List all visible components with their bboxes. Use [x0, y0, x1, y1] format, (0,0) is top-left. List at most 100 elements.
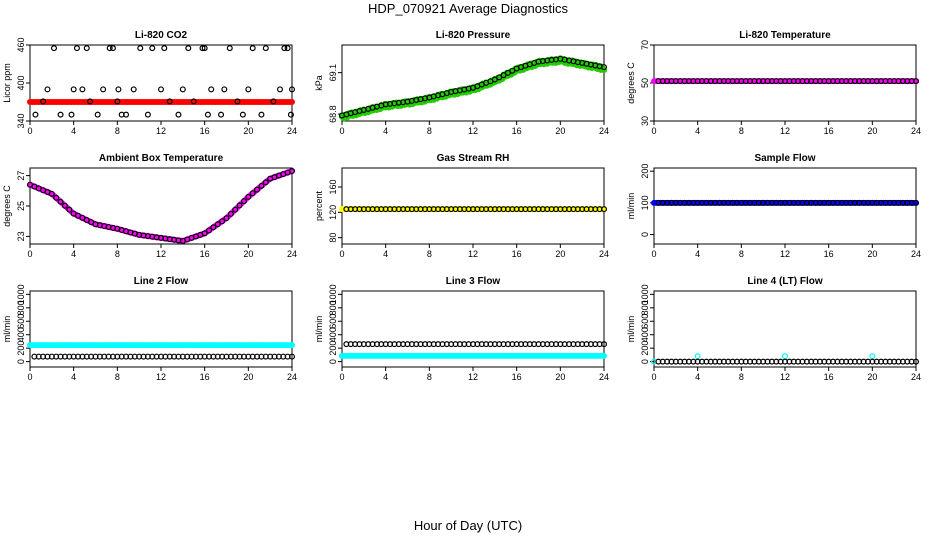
data-point [781, 353, 788, 360]
data-point [249, 45, 256, 52]
y-tick-label: 1000 [16, 284, 26, 304]
y-tick-label: 400 [16, 327, 26, 342]
data-point [185, 45, 192, 52]
panel-title: Gas Stream RH [437, 153, 510, 164]
data-point [130, 86, 137, 93]
y-tick-label: 1000 [328, 284, 338, 304]
data-point [289, 342, 296, 349]
data-point [289, 98, 296, 105]
data-point [232, 206, 239, 213]
panel-5: Sample Flow 0 4 8 12 16 20 24 0 100 200 ml/min [626, 153, 921, 259]
data-point [158, 86, 165, 93]
x-tick-label: 16 [824, 372, 834, 382]
y-axis-label: percent [314, 190, 324, 221]
data-point [281, 45, 288, 52]
x-tick-label: 20 [555, 249, 565, 259]
data-point [262, 45, 269, 52]
y-tick-label: 600 [328, 314, 338, 329]
panel-8: Line 4 (LT) Flow 0 4 8 12 16 20 24 0 200400600800… [626, 276, 921, 382]
data-point [600, 64, 607, 71]
data-point [70, 86, 77, 93]
series-1 [655, 199, 919, 206]
data-point [57, 198, 64, 205]
data-point [289, 353, 296, 360]
y-tick-label: 68.8 [328, 105, 338, 123]
x-tick-label: 24 [599, 372, 609, 382]
y-tick-label: 100 [640, 195, 650, 210]
x-tick-label: 4 [383, 249, 388, 259]
panel-2: Li-820 Temperature 0 4 8 12 16 20 24 30 50 70 degre… [626, 30, 921, 136]
x-tick-label: 24 [911, 249, 921, 259]
x-tick-label: 4 [695, 126, 700, 136]
x-tick-label: 8 [739, 249, 744, 259]
x-tick-label: 12 [156, 249, 166, 259]
x-tick-label: 8 [427, 372, 432, 382]
data-point [276, 86, 283, 93]
data-point [287, 111, 294, 118]
y-tick-label: 600 [16, 314, 26, 329]
data-point [83, 45, 90, 52]
y-tick-label: 27 [16, 171, 26, 181]
y-tick-label: 400 [16, 75, 26, 90]
x-tick-label: 24 [599, 126, 609, 136]
series-0 [339, 55, 607, 122]
figure-title: HDP_070921 Average Diagnostics [368, 1, 568, 16]
panel-title: Ambient Box Temperature [99, 153, 224, 164]
y-axis-label: ml/min [2, 316, 12, 343]
y-axis-label: kPa [314, 75, 324, 91]
x-tick-label: 12 [780, 126, 790, 136]
y-tick-label: 1000 [640, 284, 650, 304]
figure-x-axis-label: Hour of Day (UTC) [413, 518, 523, 533]
data-point [204, 111, 211, 118]
x-tick-label: 20 [555, 372, 565, 382]
panel-title: Li-820 Temperature [739, 30, 831, 41]
panel-1: Li-820 Pressure 0 4 8 12 16 20 24 68.8 69.1 kPa [314, 30, 609, 136]
data-point [221, 86, 228, 93]
y-tick-label: 0 [640, 359, 650, 364]
data-point [115, 86, 122, 93]
x-tick-label: 8 [115, 249, 120, 259]
plot-frame [653, 167, 917, 245]
x-tick-label: 24 [287, 249, 297, 259]
data-point [40, 98, 47, 105]
y-tick-label: 800 [328, 300, 338, 315]
data-point [245, 86, 252, 93]
y-tick-label: 800 [640, 300, 650, 315]
data-point [270, 98, 277, 105]
series-0 [27, 98, 296, 105]
x-tick-label: 12 [156, 372, 166, 382]
data-point [51, 45, 58, 52]
data-point [236, 202, 243, 209]
data-point [227, 210, 234, 217]
data-point [239, 111, 246, 118]
y-axis-label: ml/min [626, 316, 636, 343]
data-point [100, 86, 107, 93]
y-axis-label: Licor ppm [2, 63, 12, 103]
x-tick-label: 12 [780, 372, 790, 382]
data-point [68, 111, 75, 118]
data-point [109, 45, 116, 52]
data-point [94, 111, 101, 118]
x-tick-label: 24 [911, 126, 921, 136]
plot-frame [653, 290, 917, 368]
series-0 [27, 342, 296, 349]
y-tick-label: 200 [640, 341, 650, 356]
x-tick-label: 4 [71, 372, 76, 382]
y-tick-label: 69.1 [328, 64, 338, 82]
x-tick-label: 24 [287, 372, 297, 382]
x-tick-label: 12 [468, 126, 478, 136]
data-point [66, 206, 73, 213]
x-tick-label: 4 [71, 249, 76, 259]
x-tick-label: 20 [243, 126, 253, 136]
y-tick-label: 120 [328, 205, 338, 220]
x-tick-label: 8 [427, 249, 432, 259]
x-tick-label: 16 [512, 249, 522, 259]
data-point [48, 190, 55, 197]
x-tick-label: 0 [339, 249, 344, 259]
x-tick-label: 0 [651, 249, 656, 259]
panel-3: Ambient Box Temperature 0 4 8 12 16 20 24 23 25 27… [2, 153, 297, 259]
data-point [123, 111, 130, 118]
y-axis-label: ml/min [626, 193, 636, 220]
x-tick-label: 0 [651, 372, 656, 382]
